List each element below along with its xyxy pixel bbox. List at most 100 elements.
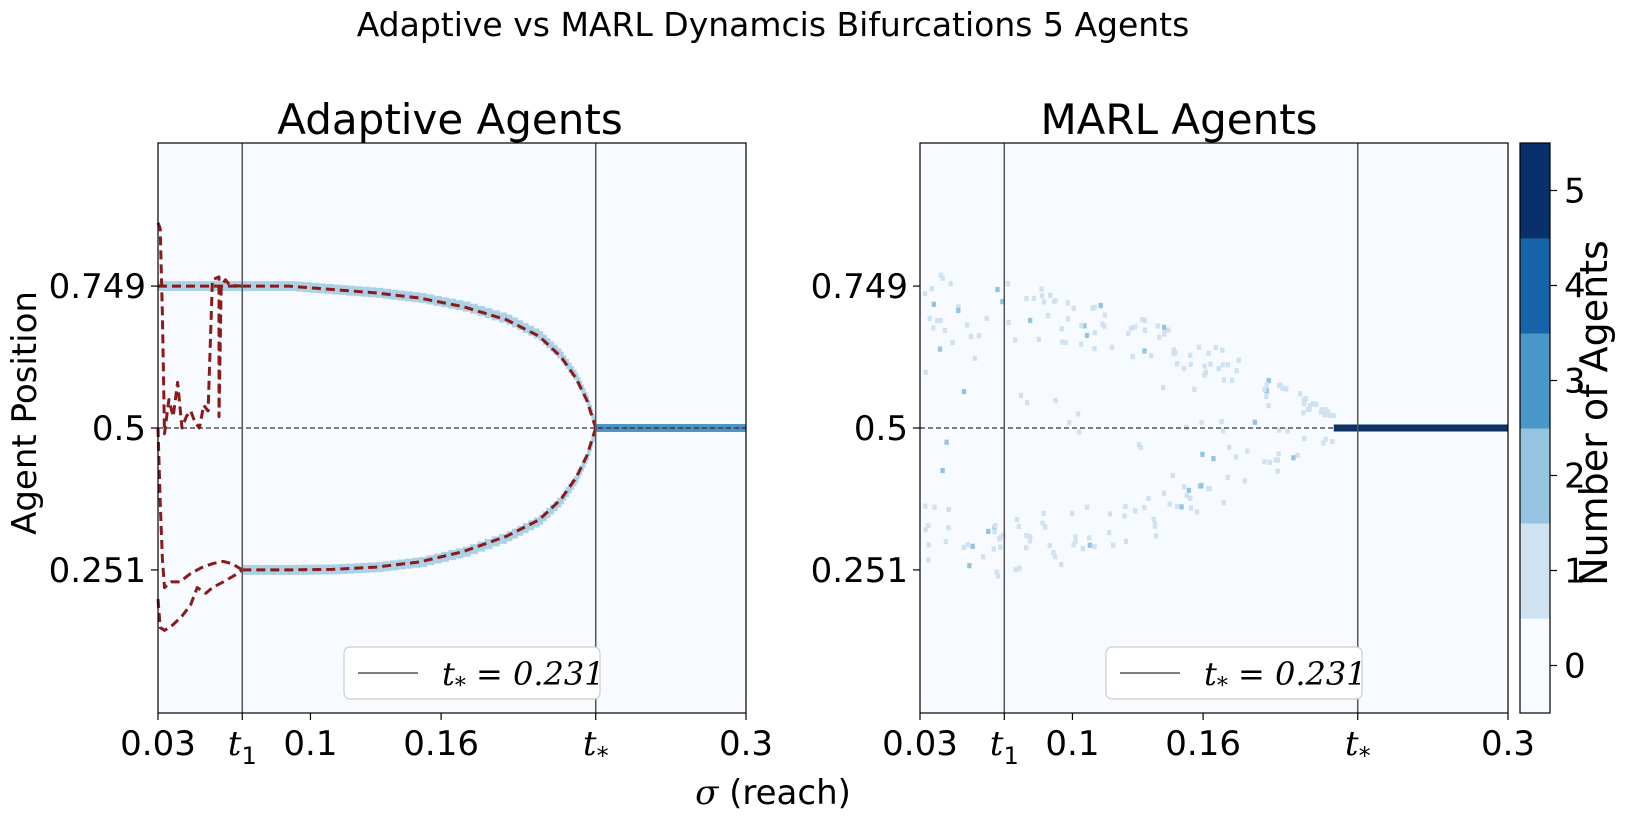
x-tick-subscript: 1 (241, 742, 256, 770)
legend-label: t* = 0.231 (1204, 655, 1367, 699)
marl-heat-cell (1186, 487, 1192, 493)
marl-heat-cell (1188, 361, 1193, 368)
x-tick-label: 0.3 (719, 724, 773, 764)
lower-branch-heat-cell (592, 432, 595, 443)
marl-heat-cell (1200, 451, 1205, 457)
marl-heat-cell (968, 333, 974, 340)
lower-branch-heat-cell (265, 564, 274, 575)
legend-symbol: t (1204, 655, 1217, 693)
y-tick-label: 0.749 (49, 267, 146, 307)
marl-heat-cell (1220, 347, 1225, 353)
marl-heat-cell (1013, 337, 1018, 343)
marl-panel-title: MARL Agents (1040, 95, 1317, 144)
marl-heat-cell (1039, 293, 1045, 299)
marl-heat-cell (926, 557, 931, 563)
colorbar-segment (1520, 238, 1550, 334)
upper-branch-line (158, 284, 598, 429)
upper-branch-heat-cell (583, 388, 586, 399)
marl-heat-cell (986, 528, 991, 534)
upper-branch-heat-cell (277, 281, 290, 292)
marl-heat-cell (1024, 400, 1030, 406)
marl-heat-cell (1221, 500, 1226, 506)
marl-heat-cell (998, 544, 1003, 550)
marl-heat-cell (1045, 312, 1051, 319)
marl-heat-cell (1073, 538, 1078, 544)
marl-heat-cell (1048, 292, 1053, 298)
marl-heat-cell (1266, 403, 1271, 409)
marl-heat-cell (1024, 533, 1029, 539)
marl-heat-cell (1326, 412, 1332, 418)
marl-heat-cell (1041, 299, 1047, 305)
x-tick-subscript: * (1359, 742, 1371, 770)
marl-heat-cell (1275, 457, 1281, 463)
marl-heat-cell (1001, 532, 1006, 538)
lower-branch-heat-cell (346, 563, 355, 574)
marl-heat-cell (950, 339, 955, 346)
marl-heat-cell (1024, 296, 1029, 302)
adaptive-agents-panel: Adaptive Agents Agent Position 0.03 t1 0.1… (5, 95, 773, 770)
x-tick-label: 0.16 (403, 724, 479, 764)
colorbar-tick-label: 0 (1564, 647, 1586, 687)
marl-heat-cell (991, 546, 996, 552)
marl-heat-cell (948, 281, 953, 287)
upper-branch-heat-cell (550, 341, 555, 352)
lower-branch-heat-cell (404, 558, 413, 569)
y-axis-label: Agent Position (5, 291, 45, 535)
marl-heat-cell (1092, 544, 1097, 550)
marl-heat-cell (1075, 411, 1081, 417)
marl-heat-cell (944, 439, 949, 445)
marl-heat-cell (1123, 538, 1129, 544)
marl-heat-cell (1039, 286, 1044, 292)
colorbar-segment (1520, 143, 1550, 239)
marl-heat-cell (1123, 503, 1128, 509)
lower-branch-heat-cell (588, 445, 591, 456)
marl-heat-cell (956, 307, 961, 314)
marl-heat-cell (1138, 444, 1143, 451)
marl-heat-cell (984, 315, 989, 321)
x-tick-label: 0.1 (283, 724, 337, 764)
marl-heat-cell (1052, 554, 1058, 560)
marl-heat-cell (938, 317, 943, 324)
x-axis-label: σ (reach) (695, 773, 851, 813)
marl-heat-cell (1285, 428, 1290, 434)
y-tick-label: 0.251 (811, 551, 908, 591)
lower-branch-heat-cell (576, 472, 579, 483)
lower-branch-heat-cell (557, 497, 562, 508)
marl-heat-cell (1291, 455, 1296, 461)
marl-heat-cell (1305, 406, 1311, 412)
marl-heat-cell (1276, 451, 1281, 457)
marl-heat-cell (937, 346, 943, 352)
marl-heat-cell (1152, 523, 1157, 529)
marl-heat-cell (1188, 352, 1193, 358)
x-tick-label: t* (1345, 724, 1371, 770)
marl-heat-cell (1242, 478, 1248, 484)
colorbar: 0 1 2 3 4 5 (1519, 142, 1586, 714)
legend-subscript: * (455, 674, 466, 699)
marl-heat-cell (976, 333, 982, 339)
marl-heat-cell (1297, 391, 1303, 397)
marl-heat-cell (1005, 281, 1011, 287)
x-tick-label: t1 (228, 724, 257, 770)
marl-heat-cell (992, 529, 997, 535)
legend-symbol: t (442, 655, 455, 693)
x-tick-subscript: * (597, 742, 609, 770)
lower-branch-heat-cell (470, 544, 478, 555)
marl-heat-cell (1331, 412, 1336, 419)
marl-heat-cell (1065, 316, 1071, 322)
lower-branch-heat-cell (511, 528, 518, 539)
marl-heat-cell (1161, 324, 1167, 330)
marl-heat-cell (1069, 511, 1075, 517)
marl-heat-cell (1252, 419, 1258, 425)
marl-heat-cell (1194, 509, 1200, 515)
marl-heat-cell (940, 467, 945, 474)
marl-heat-cell (1266, 377, 1271, 384)
marl-heat-cell (1234, 368, 1239, 374)
marl-heat-cell (961, 389, 967, 395)
marl-heat-cell (1303, 396, 1309, 402)
marl-heat-cell (967, 563, 972, 569)
marl-heat-cell (1174, 503, 1180, 510)
marl-heat-cell (932, 504, 937, 510)
marl-heat-cell (1221, 377, 1227, 383)
